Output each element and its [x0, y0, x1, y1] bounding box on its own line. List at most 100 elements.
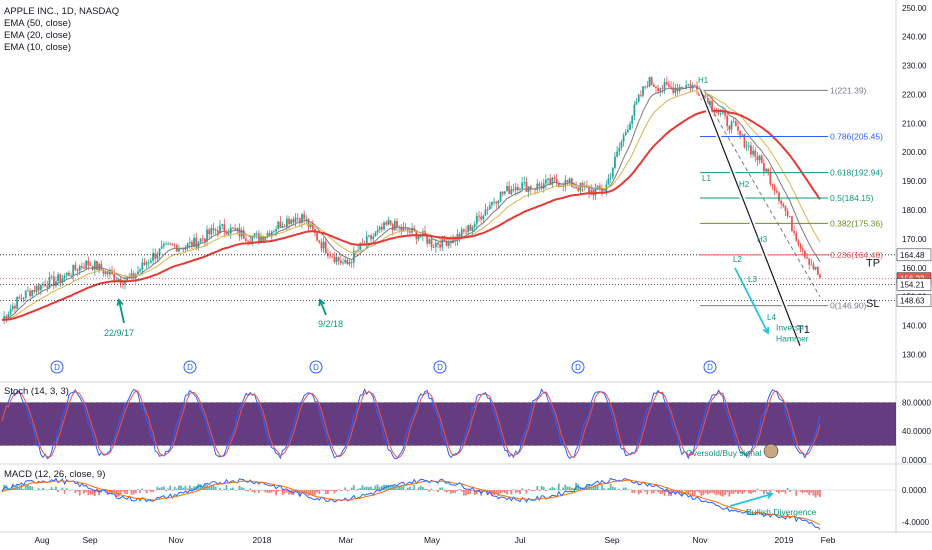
- macd-histogram-bar: [307, 490, 310, 496]
- fib-level-label: 0.786(205.45): [830, 131, 883, 141]
- macd-histogram-bar: [607, 487, 610, 490]
- time-axis-label: Sep: [604, 535, 619, 545]
- candle-body: [484, 209, 487, 216]
- macd-histogram-bar: [361, 485, 364, 490]
- candle-body: [344, 260, 347, 263]
- macd-histogram-bar: [219, 487, 221, 490]
- macd-histogram-bar: [152, 490, 154, 492]
- candle-body: [478, 215, 480, 217]
- price-tick-label: 180.00: [902, 206, 927, 215]
- macd-histogram-bar: [169, 485, 172, 490]
- macd-histogram-bar: [327, 490, 329, 495]
- macd-histogram-bar: [242, 488, 245, 490]
- candle-body: [756, 156, 759, 161]
- macd-histogram-bar: [797, 490, 800, 491]
- candle-body: [551, 177, 554, 185]
- candle-body: [376, 229, 379, 233]
- macd-histogram-bar: [357, 488, 360, 490]
- macd-histogram-bar: [1, 490, 3, 491]
- macd-histogram-bar: [31, 486, 34, 490]
- macd-histogram-bar: [642, 489, 644, 490]
- macd-histogram-bar: [78, 490, 81, 496]
- macd-histogram-bar: [316, 490, 319, 493]
- macd-histogram-bar: [249, 488, 252, 490]
- macd-histogram-bar: [417, 487, 420, 490]
- candle-body: [467, 225, 470, 233]
- stoch-label[interactable]: Stoch (14, 3, 3): [4, 386, 69, 397]
- macd-label[interactable]: MACD (12, 26, close, 9): [4, 469, 106, 480]
- candle-body: [542, 183, 545, 189]
- dividend-marker-icon: [309, 360, 323, 374]
- macd-histogram-bar: [553, 487, 556, 490]
- price-tick-label: 220.00: [902, 90, 927, 99]
- candle-body: [773, 185, 776, 191]
- candle-body: [657, 88, 660, 92]
- macd-histogram-bar: [173, 486, 176, 490]
- ema50-legend[interactable]: EMA (50, close): [4, 18, 72, 29]
- candle-body: [301, 214, 303, 223]
- candle-body: [339, 260, 342, 263]
- dividend-marker-icon: [571, 360, 585, 374]
- macd-histogram-bar: [624, 487, 627, 490]
- macd-histogram-bar: [48, 489, 51, 490]
- macd-histogram-bar: [488, 490, 491, 492]
- ema10-legend[interactable]: EMA (10, close): [4, 42, 72, 53]
- candle-body: [419, 236, 422, 237]
- macd-histogram-bar: [186, 488, 189, 490]
- candle-body: [283, 226, 286, 228]
- macd-histogram-bar: [503, 490, 506, 493]
- candle-body: [139, 269, 142, 272]
- candle-body: [39, 284, 42, 291]
- candle-body: [400, 226, 403, 231]
- macd-histogram-bar: [184, 485, 187, 490]
- fib-level-label: 0.382(175.36): [830, 218, 883, 228]
- macd-histogram-bar: [570, 487, 573, 490]
- macd-histogram-bar: [223, 488, 226, 490]
- candle-body: [387, 220, 390, 225]
- macd-histogram-bar: [514, 490, 517, 493]
- macd-histogram-bar: [762, 490, 765, 495]
- candle-body: [3, 316, 6, 320]
- candle-body: [601, 189, 603, 193]
- macd-histogram-bar: [165, 490, 167, 492]
- candle-body: [76, 269, 79, 271]
- candle-body: [719, 113, 722, 115]
- l4-label: L4: [767, 313, 776, 322]
- candle-body: [201, 238, 204, 240]
- candle-body: [143, 262, 146, 265]
- candle-body: [87, 260, 90, 266]
- candle-body: [14, 305, 16, 309]
- macd-histogram-bar: [562, 487, 565, 490]
- macd-histogram-bar: [767, 490, 770, 491]
- macd-histogram-bar: [611, 486, 614, 490]
- candle-body: [717, 112, 720, 114]
- macd-histogram-bar: [633, 490, 636, 494]
- macd-histogram-bar: [639, 490, 642, 493]
- candle-body: [482, 215, 485, 220]
- price-tag-label: 164.48: [900, 251, 925, 260]
- macd-histogram-bar: [665, 490, 668, 493]
- macd-histogram-bar: [652, 490, 655, 494]
- candle-body: [264, 236, 267, 241]
- candle-body: [687, 84, 690, 86]
- candle-body: [458, 233, 461, 238]
- price-tick-label: 200.00: [902, 148, 927, 157]
- candle-body: [277, 221, 280, 230]
- dividend-marker-icon: [703, 360, 717, 374]
- macd-histogram-bar: [221, 490, 224, 491]
- macd-histogram-bar: [819, 490, 821, 498]
- candle-body: [516, 187, 519, 190]
- dividend-marker-icon: [433, 360, 447, 374]
- macd-histogram-bar: [711, 490, 713, 493]
- candle-body: [428, 239, 431, 244]
- candle-body: [566, 180, 569, 183]
- candle-body: [737, 126, 739, 131]
- ema20-legend[interactable]: EMA (20, close): [4, 30, 72, 41]
- macd-histogram-bar: [538, 490, 541, 492]
- macd-histogram-bar: [549, 488, 552, 490]
- macd-histogram-bar: [260, 489, 262, 491]
- candle-body: [137, 271, 139, 275]
- macd-histogram-bar: [29, 485, 31, 490]
- tp-label: TP: [866, 257, 880, 269]
